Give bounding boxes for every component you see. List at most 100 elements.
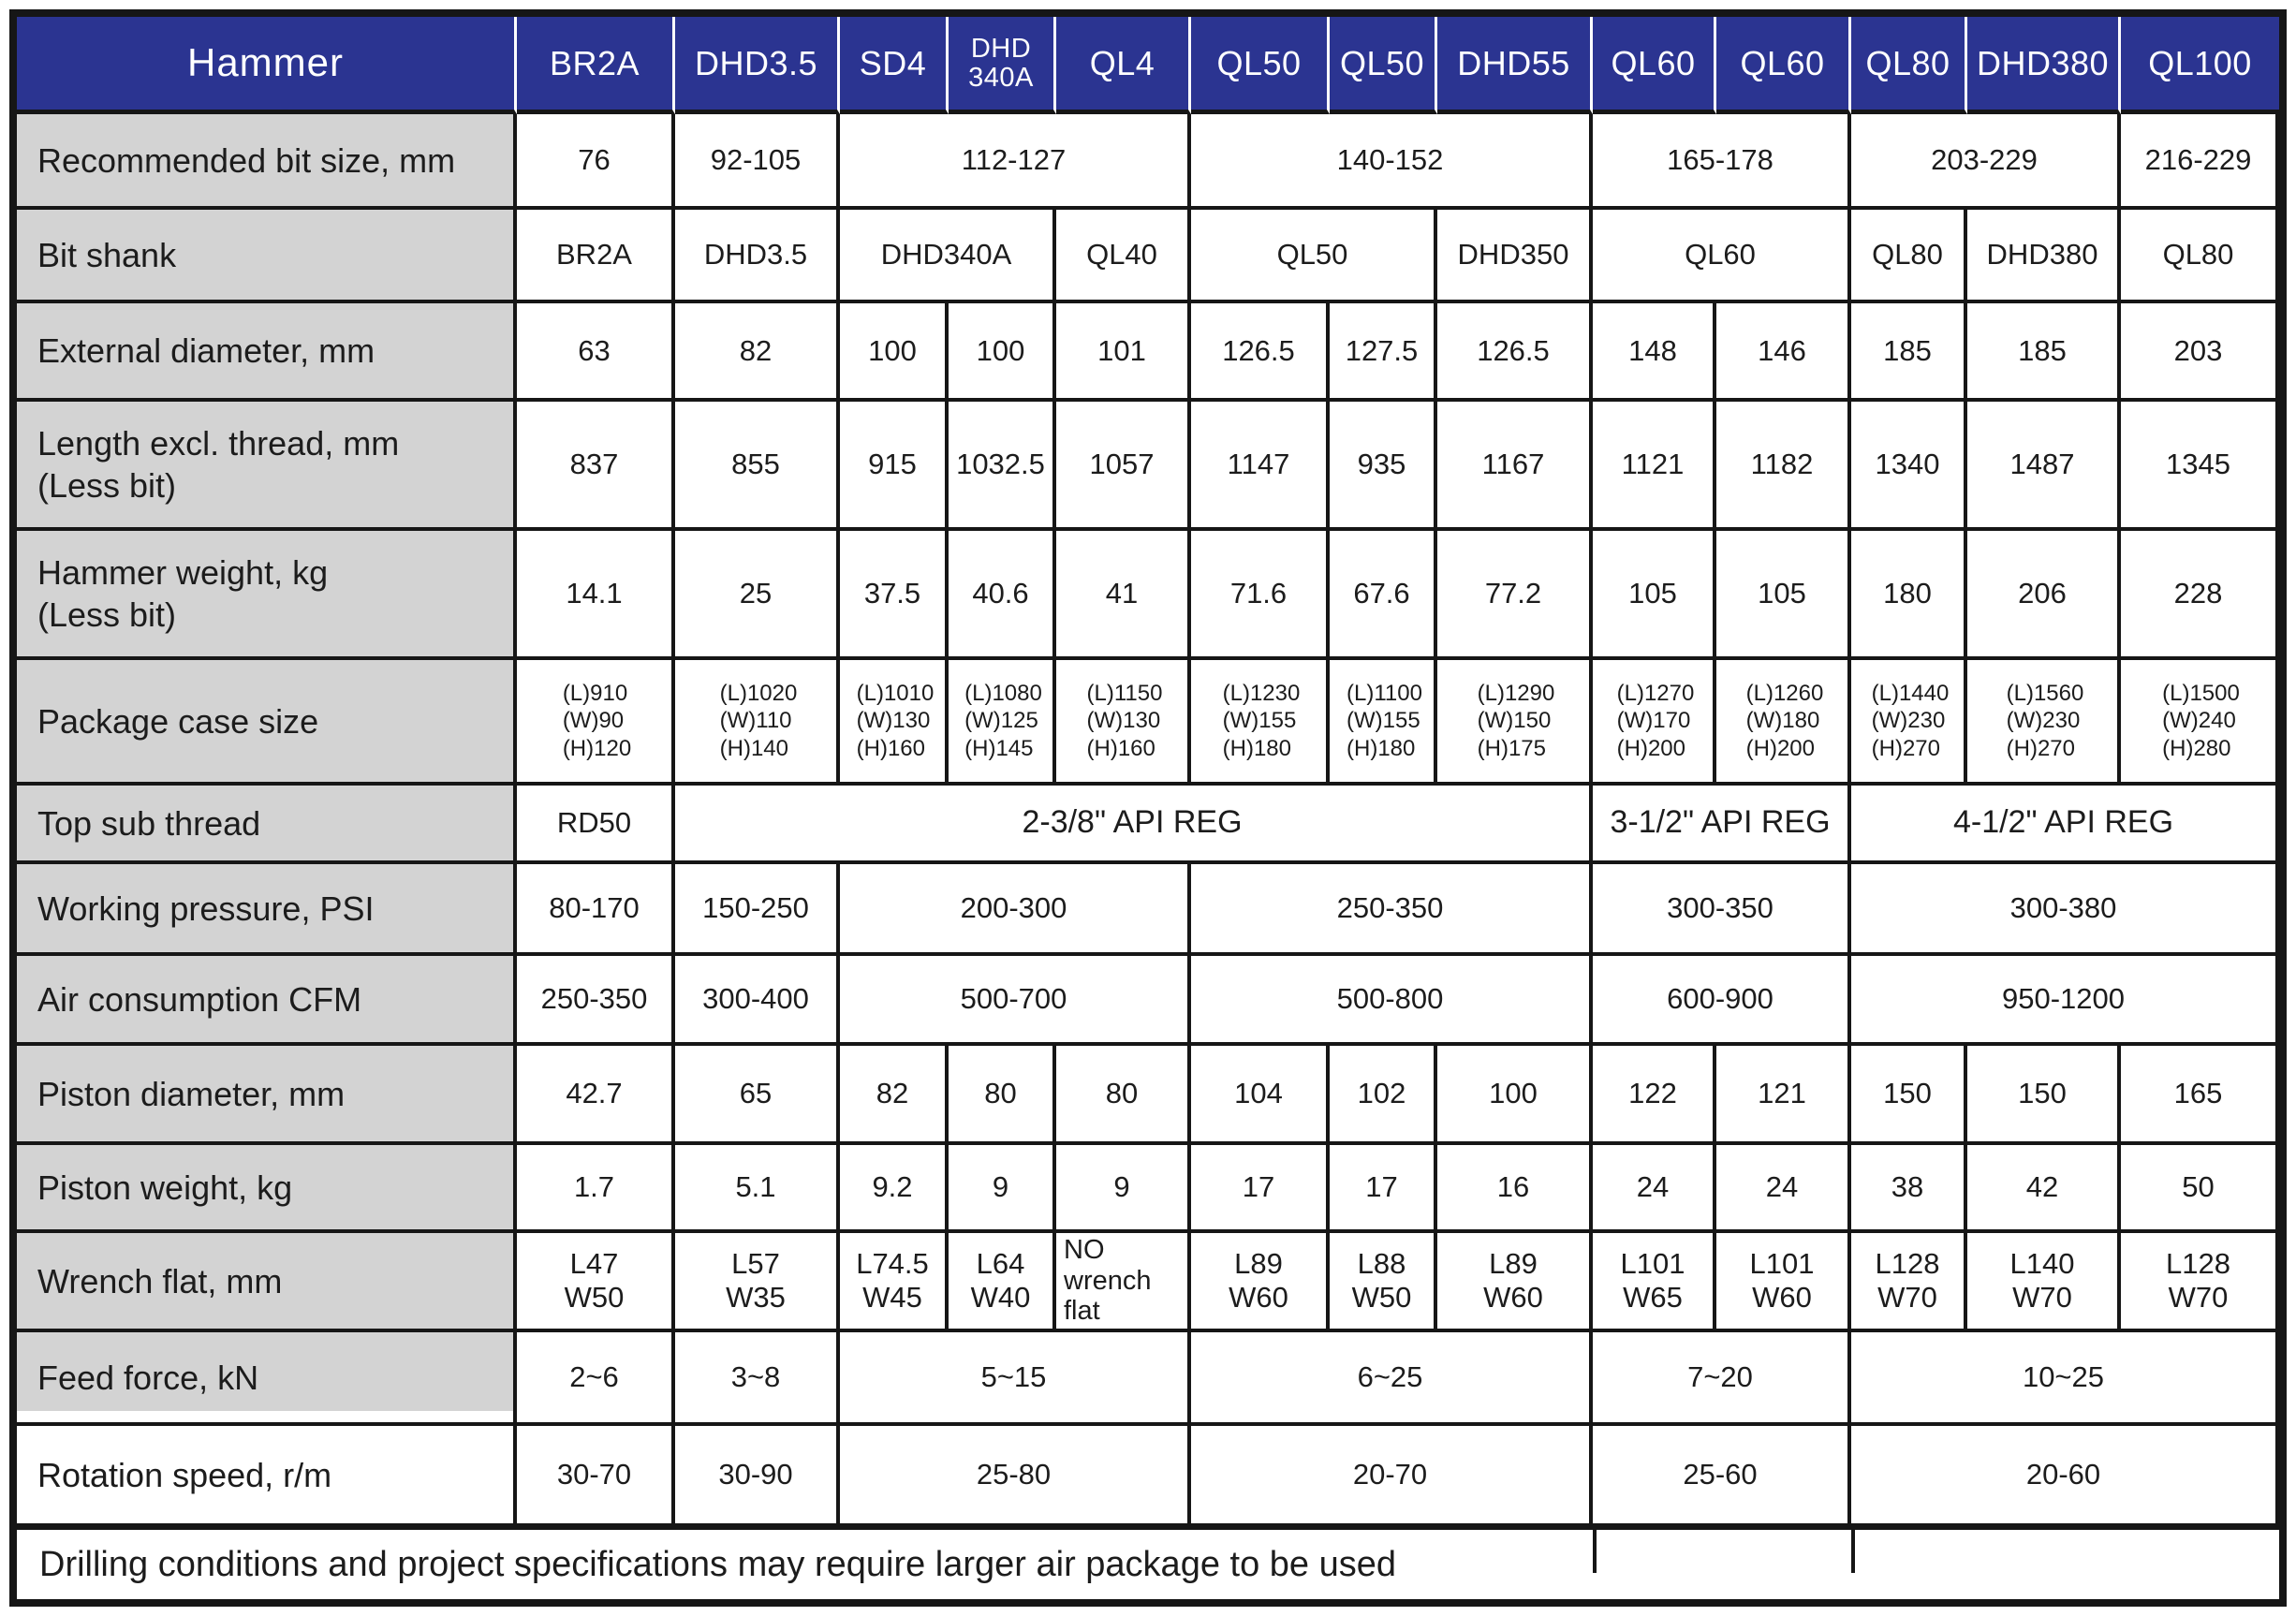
spec-cell: 150-250 <box>675 864 840 956</box>
column-header: DHD3.5 <box>675 17 840 114</box>
column-header: QL80 <box>1851 17 1967 114</box>
spec-cell: 9 <box>1056 1145 1191 1233</box>
spec-cell: 17 <box>1191 1145 1330 1233</box>
spec-cell: 82 <box>840 1046 949 1145</box>
spec-cell: QL40 <box>1056 210 1191 303</box>
spec-cell: DHD380 <box>1967 210 2121 303</box>
spec-cell: 71.6 <box>1191 531 1330 660</box>
spec-cell: 77.2 <box>1437 531 1593 660</box>
spec-cell: 105 <box>1593 531 1716 660</box>
spec-cell: 3-1/2" API REG <box>1593 786 1851 864</box>
spec-cell: 121 <box>1716 1046 1851 1145</box>
spec-cell: (L)1500 (W)240 (H)280 <box>2121 660 2279 786</box>
spec-cell: 25-60 <box>1593 1426 1851 1527</box>
spec-cell: 105 <box>1716 531 1851 660</box>
spec-cell: 250-350 <box>517 956 675 1046</box>
row-label: Piston weight, kg <box>17 1145 517 1233</box>
spec-cell: 30-70 <box>517 1426 675 1527</box>
spec-cell: 300-350 <box>1593 864 1851 956</box>
grid-line-stub <box>1851 1530 1855 1573</box>
spec-cell: BR2A <box>517 210 675 303</box>
spec-cell: 300-400 <box>675 956 840 1046</box>
spec-cell: 950-1200 <box>1851 956 2279 1046</box>
spec-cell: 38 <box>1851 1145 1967 1233</box>
row-label: Working pressure, PSI <box>17 864 517 956</box>
spec-cell: 165 <box>2121 1046 2279 1145</box>
row-label: Top sub thread <box>17 786 517 864</box>
spec-cell: 67.6 <box>1330 531 1437 660</box>
spec-cell: 500-800 <box>1191 956 1593 1046</box>
spec-cell: 600-900 <box>1593 956 1851 1046</box>
spec-grid: Hammer BR2A DHD3.5 SD4 DHD 340A QL4 QL50 QL50 DH… <box>17 17 2279 1527</box>
corner-header: Hammer <box>17 17 517 114</box>
spec-cell: 915 <box>840 402 949 531</box>
spec-cell: 122 <box>1593 1046 1716 1145</box>
spec-cell: 17 <box>1330 1145 1437 1233</box>
column-header: QL50 <box>1330 17 1437 114</box>
spec-cell: 80-170 <box>517 864 675 956</box>
row-label: External diameter, mm <box>17 303 517 402</box>
spec-cell: (L)1440 (W)230 (H)270 <box>1851 660 1967 786</box>
spec-cell: L101 W60 <box>1716 1233 1851 1332</box>
spec-cell: 92-105 <box>675 114 840 210</box>
spec-cell: QL60 <box>1593 210 1851 303</box>
column-header: QL4 <box>1056 17 1191 114</box>
spec-cell: 7~20 <box>1593 1332 1851 1426</box>
spec-cell: 14.1 <box>517 531 675 660</box>
column-header: QL100 <box>2121 17 2279 114</box>
spec-cell: 30-90 <box>675 1426 840 1527</box>
spec-cell: 5~15 <box>840 1332 1191 1426</box>
spec-cell: 25 <box>675 531 840 660</box>
spec-cell: 25-80 <box>840 1426 1191 1527</box>
row-label: Length excl. thread, mm (Less bit) <box>17 402 517 531</box>
column-header: SD4 <box>840 17 949 114</box>
spec-cell: (L)1010 (W)130 (H)160 <box>840 660 949 786</box>
spec-cell: 24 <box>1716 1145 1851 1233</box>
row-label: Air consumption CFM <box>17 956 517 1046</box>
spec-cell: QL50 <box>1191 210 1437 303</box>
spec-cell: (L)1100 (W)155 (H)180 <box>1330 660 1437 786</box>
spec-cell: 216-229 <box>2121 114 2279 210</box>
spec-cell: (L)1020 (W)110 (H)140 <box>675 660 840 786</box>
spec-cell: 300-380 <box>1851 864 2279 956</box>
column-header: QL60 <box>1593 17 1716 114</box>
spec-cell: 65 <box>675 1046 840 1145</box>
column-header: DHD 340A <box>949 17 1056 114</box>
spec-cell: 185 <box>1851 303 1967 402</box>
spec-cell: 165-178 <box>1593 114 1851 210</box>
spec-cell: 5.1 <box>675 1145 840 1233</box>
spec-cell: (L)910 (W)90 (H)120 <box>517 660 675 786</box>
spec-cell: 112-127 <box>840 114 1191 210</box>
spec-cell: 203 <box>2121 303 2279 402</box>
spec-cell: 80 <box>1056 1046 1191 1145</box>
spec-cell: 37.5 <box>840 531 949 660</box>
spec-cell: 102 <box>1330 1046 1437 1145</box>
spec-cell: 1487 <box>1967 402 2121 531</box>
spec-cell: 935 <box>1330 402 1437 531</box>
spec-cell: 80 <box>949 1046 1056 1145</box>
spec-cell: 1167 <box>1437 402 1593 531</box>
spec-cell: NO wrench flat <box>1056 1233 1191 1332</box>
spec-cell: (L)1270 (W)170 (H)200 <box>1593 660 1716 786</box>
spec-cell: 180 <box>1851 531 1967 660</box>
spec-cell: RD50 <box>517 786 675 864</box>
spec-cell: 126.5 <box>1191 303 1330 402</box>
spec-cell: L64 W40 <box>949 1233 1056 1332</box>
footer-row: Drilling conditions and project specific… <box>17 1527 2279 1599</box>
spec-cell: L74.5 W45 <box>840 1233 949 1332</box>
spec-cell: 1032.5 <box>949 402 1056 531</box>
table-frame: Hammer BR2A DHD3.5 SD4 DHD 340A QL4 QL50 QL50 DH… <box>9 9 2287 1607</box>
spec-cell: L88 W50 <box>1330 1233 1437 1332</box>
spec-cell: DHD340A <box>840 210 1056 303</box>
spec-cell: 2~6 <box>517 1332 675 1426</box>
spec-cell: 206 <box>1967 531 2121 660</box>
spec-cell: 76 <box>517 114 675 210</box>
spec-cell: 50 <box>2121 1145 2279 1233</box>
spec-cell: (L)1080 (W)125 (H)145 <box>949 660 1056 786</box>
spec-cell: 4-1/2" API REG <box>1851 786 2279 864</box>
spec-cell: 146 <box>1716 303 1851 402</box>
spec-cell: 40.6 <box>949 531 1056 660</box>
spec-cell: (L)1260 (W)180 (H)200 <box>1716 660 1851 786</box>
spec-cell: 150 <box>1851 1046 1967 1145</box>
